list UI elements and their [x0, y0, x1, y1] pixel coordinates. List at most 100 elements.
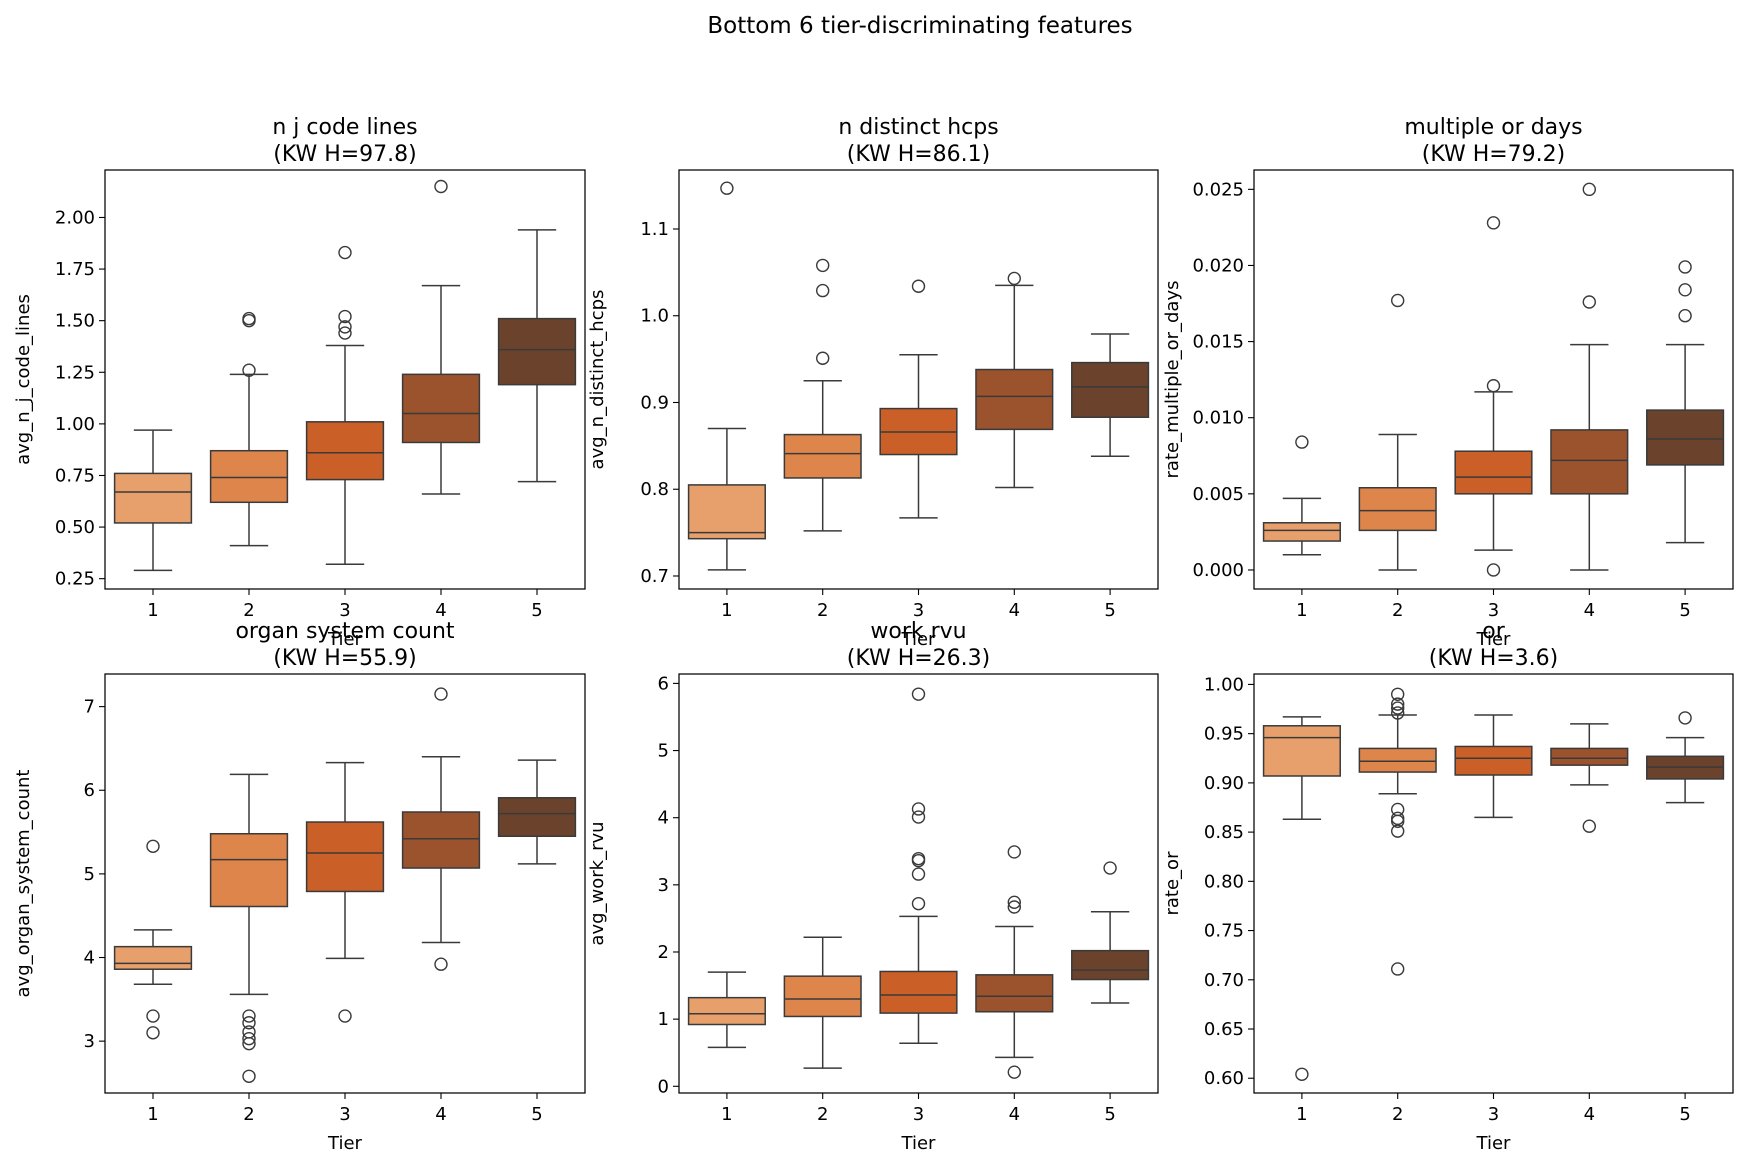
- outlier-point: [911, 867, 926, 881]
- x-tick-label: 5: [1679, 1104, 1690, 1125]
- y-tick-label: 3: [84, 1031, 95, 1052]
- x-axis-label: Tier: [327, 629, 363, 650]
- box-tier-1: [687, 181, 766, 571]
- y-tick-label: 1.75: [55, 259, 95, 280]
- y-tick-label: 1.00: [1204, 674, 1244, 695]
- outlier-point: [338, 309, 352, 324]
- y-tick-label: 1: [658, 1009, 669, 1030]
- subplot-3: multiple or days(KW H=79.2) 0.000 0.005 0.0…: [1162, 115, 1734, 650]
- subplot-subtitle: (KW H=3.6): [1429, 646, 1559, 671]
- y-tick-label: 1.1: [640, 219, 669, 240]
- subplot-title: n distinct hcps: [838, 115, 998, 140]
- box-tier-3: [305, 245, 385, 565]
- iqr-box: [1550, 429, 1629, 495]
- y-tick-label: 0.9: [640, 392, 669, 413]
- outlier-point: [242, 1016, 256, 1030]
- y-tick-label: 0.25: [55, 569, 95, 590]
- subplot-6: or(KW H=3.6) 0.60 0.65 0.70 0.75 0.80 0.85 0.90…: [1162, 619, 1734, 1154]
- subplot-title: n j code lines: [272, 115, 417, 140]
- outlier-point: [1390, 687, 1405, 701]
- iqr-box: [1646, 409, 1725, 466]
- outlier-point: [1007, 895, 1021, 910]
- subplot-subtitle: (KW H=26.3): [847, 646, 991, 671]
- y-tick-label: 0.020: [1192, 255, 1244, 276]
- y-tick-label: 1.00: [55, 414, 95, 435]
- outlier-point: [1295, 435, 1309, 449]
- y-tick-label: 0.50: [55, 517, 95, 538]
- iqr-box: [1358, 747, 1437, 773]
- outlier-point: [1390, 697, 1405, 711]
- subplot-title: or: [1482, 619, 1505, 644]
- outlier-point: [1678, 260, 1692, 274]
- x-tick-label: 2: [1392, 600, 1403, 621]
- y-tick-label: 1.25: [55, 362, 95, 383]
- x-tick-label: 1: [1296, 1104, 1307, 1125]
- x-axis-label: Tier: [901, 1133, 937, 1154]
- subplot-4: organ system count(KW H=55.9) 3 4 5 6 7 1 2 3 4 5 T…: [13, 619, 586, 1154]
- iqr-box: [783, 975, 862, 1018]
- box-tier-3: [879, 687, 958, 1045]
- outlier-point: [1103, 861, 1117, 875]
- y-tick-label: 1.50: [55, 311, 95, 332]
- outlier-point: [1390, 802, 1405, 817]
- outlier-point: [1678, 309, 1692, 323]
- iqr-box: [687, 996, 766, 1026]
- y-tick-label: 0.7: [640, 566, 669, 587]
- y-tick-label: 0.80: [1204, 871, 1244, 892]
- x-tick-label: 2: [817, 600, 828, 621]
- y-tick-label: 0.000: [1192, 560, 1244, 581]
- subplot-subtitle: (KW H=86.1): [847, 142, 991, 167]
- y-tick-label: 4: [658, 808, 669, 829]
- iqr-box: [1454, 450, 1533, 495]
- outlier-point: [1486, 216, 1501, 230]
- y-tick-label: 0: [658, 1076, 669, 1097]
- x-tick-label: 4: [435, 600, 446, 621]
- outlier-point: [338, 1009, 352, 1023]
- subplot-title: multiple or days: [1404, 115, 1582, 140]
- x-tick-label: 5: [1104, 1104, 1115, 1125]
- outlier-point: [1007, 271, 1021, 286]
- box-tier-2: [1358, 687, 1437, 976]
- x-tick-label: 4: [1584, 600, 1595, 621]
- outlier-point: [242, 363, 256, 377]
- subplot-subtitle: (KW H=79.2): [1422, 142, 1566, 167]
- y-tick-label: 0.75: [1204, 921, 1244, 942]
- y-tick-label: 0.75: [55, 465, 95, 486]
- box-tier-2: [209, 311, 289, 547]
- iqr-box: [497, 317, 577, 386]
- box-tier-1: [113, 839, 193, 1040]
- x-tick-label: 1: [1296, 600, 1307, 621]
- outlier-point: [1390, 962, 1405, 976]
- iqr-box: [975, 368, 1054, 431]
- y-axis-label: rate_multiple_or_days: [1162, 281, 1183, 479]
- box-tier-5: [497, 759, 577, 865]
- x-tick-label: 2: [817, 1104, 828, 1125]
- box-tier-5: [1646, 260, 1725, 544]
- x-tick-label: 3: [1488, 600, 1499, 621]
- outlier-point: [1486, 563, 1501, 577]
- y-tick-label: 5: [658, 741, 669, 762]
- iqr-box: [783, 433, 862, 479]
- x-axis-label: Tier: [1476, 1133, 1512, 1154]
- subplot-subtitle: (KW H=55.9): [273, 646, 417, 671]
- iqr-box: [1358, 487, 1437, 532]
- x-tick-label: 1: [147, 1104, 158, 1125]
- x-tick-label: 1: [721, 600, 732, 621]
- box-tier-1: [1262, 435, 1341, 556]
- outlier-point: [242, 1009, 256, 1023]
- iqr-box: [879, 970, 958, 1014]
- x-tick-label: 4: [1009, 600, 1020, 621]
- y-axis-label: rate_or: [1162, 851, 1183, 916]
- box-tier-4: [1550, 182, 1629, 571]
- outlier-point: [434, 687, 448, 701]
- iqr-box: [497, 797, 577, 837]
- iqr-box: [687, 484, 766, 540]
- iqr-box: [113, 945, 193, 970]
- x-tick-label: 5: [531, 600, 542, 621]
- iqr-box: [975, 974, 1054, 1013]
- iqr-box: [1071, 361, 1150, 418]
- x-axis-label: Tier: [327, 1133, 363, 1154]
- y-tick-label: 0.90: [1204, 773, 1244, 794]
- y-tick-label: 0.005: [1192, 484, 1244, 505]
- iqr-box: [1550, 747, 1629, 766]
